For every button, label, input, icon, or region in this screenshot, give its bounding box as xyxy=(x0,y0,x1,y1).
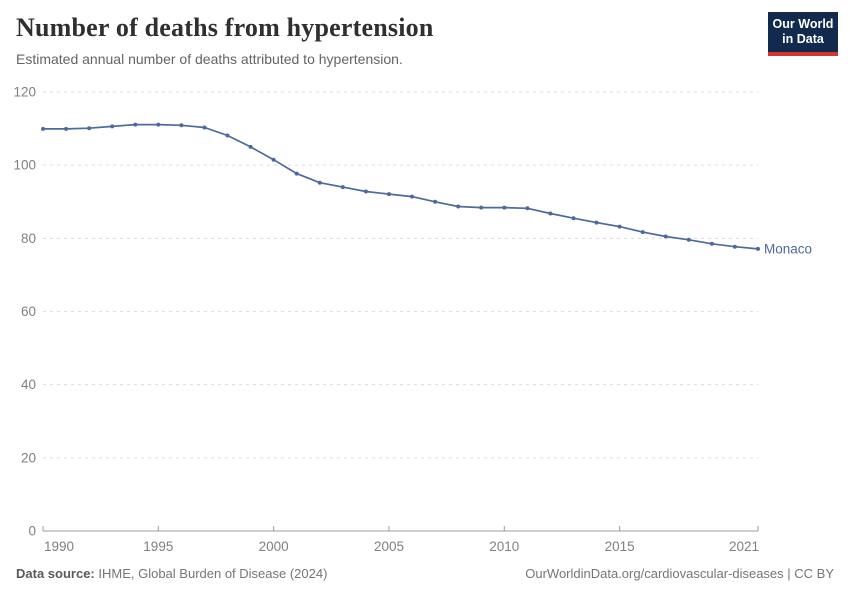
data-point[interactable] xyxy=(202,125,207,130)
data-point[interactable] xyxy=(732,244,737,249)
data-point[interactable] xyxy=(340,185,345,190)
data-point[interactable] xyxy=(225,133,230,138)
data-point[interactable] xyxy=(87,126,92,131)
page-subtitle: Estimated annual number of deaths attrib… xyxy=(16,51,403,67)
data-point[interactable] xyxy=(456,204,461,209)
data-point[interactable] xyxy=(594,220,599,225)
data-point[interactable] xyxy=(248,144,253,149)
data-point[interactable] xyxy=(64,126,69,131)
data-source: Data source: IHME, Global Burden of Dise… xyxy=(16,566,327,581)
data-point[interactable] xyxy=(433,199,438,204)
owid-logo-line1: Our World xyxy=(772,17,834,31)
chart-footer: Data source: IHME, Global Burden of Dise… xyxy=(16,566,834,581)
data-point[interactable] xyxy=(294,171,299,176)
y-tick-label: 100 xyxy=(13,158,36,173)
data-point[interactable] xyxy=(756,246,760,251)
data-point[interactable] xyxy=(502,205,507,210)
credit-link: OurWorldinData.org/cardiovascular-diseas… xyxy=(525,566,834,581)
data-point[interactable] xyxy=(387,192,391,197)
data-point[interactable] xyxy=(133,122,138,127)
data-point[interactable] xyxy=(271,157,276,162)
data-point[interactable] xyxy=(548,211,553,216)
data-point[interactable] xyxy=(410,194,414,199)
x-tick-label: 2015 xyxy=(605,539,635,554)
y-tick-label: 60 xyxy=(21,304,36,319)
data-point[interactable] xyxy=(525,206,530,211)
x-tick-label: 2000 xyxy=(259,539,289,554)
data-point[interactable] xyxy=(110,124,115,129)
data-point[interactable] xyxy=(571,216,576,221)
x-tick-label: 2010 xyxy=(489,539,519,554)
data-point[interactable] xyxy=(640,230,645,235)
x-tick-label: 1995 xyxy=(143,539,173,554)
data-point[interactable] xyxy=(41,126,45,131)
data-point[interactable] xyxy=(179,123,184,128)
data-point[interactable] xyxy=(363,189,368,194)
y-tick-label: 0 xyxy=(28,524,36,539)
x-tick-label: 1990 xyxy=(44,539,74,554)
data-point[interactable] xyxy=(686,237,691,242)
data-point[interactable] xyxy=(479,205,484,210)
data-source-text: IHME, Global Burden of Disease (2024) xyxy=(98,566,328,581)
data-point[interactable] xyxy=(617,224,622,229)
page-title: Number of deaths from hypertension xyxy=(16,13,434,42)
x-tick-label: 2021 xyxy=(729,539,759,554)
data-point[interactable] xyxy=(709,241,714,246)
data-source-label: Data source: xyxy=(16,566,95,581)
series-line-monaco[interactable] xyxy=(42,123,759,250)
owid-logo: Our World in Data xyxy=(768,12,838,56)
x-tick-label: 2005 xyxy=(374,539,404,554)
y-tick-label: 20 xyxy=(21,450,36,465)
y-tick-label: 120 xyxy=(13,85,36,100)
y-tick-label: 80 xyxy=(21,231,36,246)
entity-label[interactable]: Monaco xyxy=(764,241,812,256)
data-point[interactable] xyxy=(156,122,161,127)
owid-logo-line2: in Data xyxy=(782,32,824,47)
data-point[interactable] xyxy=(663,234,668,239)
y-tick-label: 40 xyxy=(21,377,36,392)
data-point[interactable] xyxy=(317,180,322,185)
